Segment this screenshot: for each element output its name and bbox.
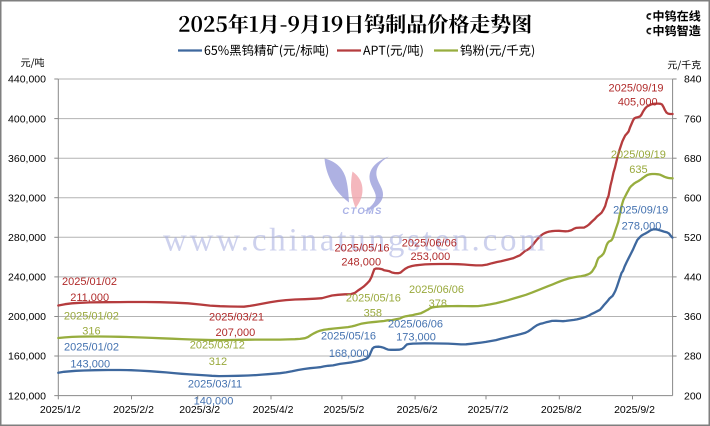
- svg-text:2025/03/11: 2025/03/11: [188, 379, 242, 391]
- svg-text:278,000: 278,000: [622, 220, 662, 232]
- svg-text:200: 200: [684, 390, 702, 402]
- svg-text:2025/06/06: 2025/06/06: [409, 284, 464, 296]
- svg-text:2025/05/16: 2025/05/16: [334, 242, 389, 254]
- svg-text:2025/05/16: 2025/05/16: [321, 330, 376, 342]
- svg-text:2025/7/2: 2025/7/2: [468, 404, 509, 416]
- svg-text:360: 360: [684, 311, 702, 323]
- svg-text:312: 312: [209, 356, 227, 368]
- svg-text:635: 635: [629, 164, 647, 176]
- svg-text:2025/09/19: 2025/09/19: [611, 149, 666, 161]
- svg-text:2025/01/02: 2025/01/02: [64, 341, 119, 353]
- svg-text:320,000: 320,000: [8, 192, 46, 204]
- svg-text:440: 440: [684, 272, 702, 284]
- svg-text:2025/01/02: 2025/01/02: [64, 311, 119, 323]
- svg-text:760: 760: [684, 113, 702, 125]
- svg-text:211,000: 211,000: [70, 292, 109, 304]
- svg-text:360,000: 360,000: [8, 153, 46, 165]
- svg-text:440,000: 440,000: [8, 74, 46, 86]
- svg-text:2025/03/21: 2025/03/21: [209, 311, 264, 323]
- svg-text:173,000: 173,000: [396, 332, 436, 344]
- svg-text:2025/06/06: 2025/06/06: [388, 318, 443, 330]
- svg-text:143,000: 143,000: [70, 358, 110, 370]
- svg-text:2025/09/19: 2025/09/19: [608, 82, 663, 94]
- svg-text:CTOMS: CTOMS: [342, 206, 382, 217]
- svg-text:2025/1/2: 2025/1/2: [40, 404, 81, 416]
- svg-text:2025/4/2: 2025/4/2: [253, 404, 294, 416]
- svg-text:378: 378: [429, 298, 447, 310]
- svg-text:160,000: 160,000: [8, 351, 46, 363]
- svg-text:200,000: 200,000: [8, 311, 46, 323]
- svg-text:2025/09/19: 2025/09/19: [613, 205, 668, 217]
- svg-text:207,000: 207,000: [216, 327, 256, 339]
- svg-text:520: 520: [684, 232, 702, 244]
- svg-text:2025/01/02: 2025/01/02: [62, 276, 117, 288]
- svg-text:358: 358: [364, 308, 382, 320]
- svg-text:840: 840: [684, 74, 702, 86]
- svg-text:2025/06/06: 2025/06/06: [402, 237, 457, 249]
- svg-text:168,000: 168,000: [329, 348, 369, 360]
- svg-text:280: 280: [684, 351, 702, 363]
- svg-text:120,000: 120,000: [8, 390, 46, 402]
- svg-text:248,000: 248,000: [341, 257, 381, 269]
- svg-text:600: 600: [684, 192, 702, 204]
- svg-text:253,000: 253,000: [411, 251, 451, 263]
- svg-text:2025/03/12: 2025/03/12: [190, 339, 245, 351]
- svg-text:2025/8/2: 2025/8/2: [541, 404, 582, 416]
- svg-text:316: 316: [82, 326, 100, 338]
- svg-text:280,000: 280,000: [8, 232, 46, 244]
- svg-text:400,000: 400,000: [8, 113, 46, 125]
- svg-text:680: 680: [684, 153, 702, 165]
- svg-text:2025/5/2: 2025/5/2: [323, 404, 364, 416]
- svg-text:240,000: 240,000: [8, 272, 46, 284]
- svg-text:www.chinatungsten.com: www.chinatungsten.com: [163, 223, 545, 259]
- svg-text:2025/2/2: 2025/2/2: [113, 404, 154, 416]
- svg-text:2025/9/2: 2025/9/2: [614, 404, 655, 416]
- svg-text:140,000: 140,000: [194, 395, 234, 407]
- svg-text:2025/3/2: 2025/3/2: [179, 404, 220, 416]
- svg-text:2025/6/2: 2025/6/2: [397, 404, 438, 416]
- svg-text:2025/05/16: 2025/05/16: [346, 293, 401, 305]
- svg-text:405,000: 405,000: [618, 96, 658, 108]
